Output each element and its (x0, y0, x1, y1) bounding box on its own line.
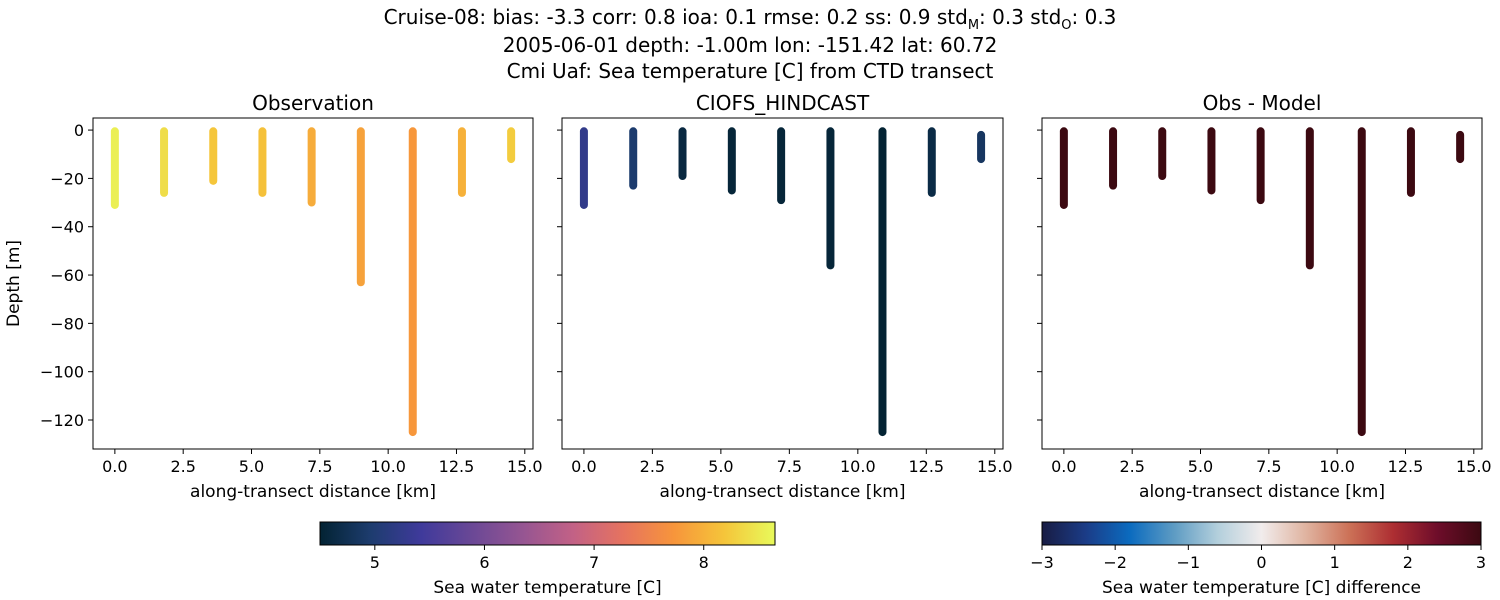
colorbar-tick-label: 8 (699, 553, 709, 572)
y-tick-label: 0 (74, 121, 84, 140)
axes-frame (92, 117, 534, 450)
panel-observation: Observation 0.0 2.5 5.0 7.5 10.0 12.5 15.0 along… (4, 91, 543, 502)
panel-title: CIOFS_HINDCAST (696, 91, 870, 115)
x-tick-label: 10.0 (840, 457, 876, 476)
colorbar-label: Sea water temperature [C] (433, 578, 661, 598)
panel-obs-minus-model: Obs - Model 0.0 2.5 5.0 7.5 10.0 12.5 15.0 along… (1037, 91, 1492, 502)
y-tick-label: −40 (50, 218, 84, 237)
colorbar-tick-label: 1 (1330, 553, 1340, 572)
colorbar-label: Sea water temperature [C] difference (1102, 578, 1421, 598)
panel-ciofs-hindcast: CIOFS_HINDCAST 0.0 2.5 5.0 7.5 10.0 12.5 15.0 al… (557, 91, 1013, 502)
colorbar-tick-label: 6 (479, 553, 489, 572)
x-tick-label: 2.5 (640, 457, 665, 476)
y-tick-label: −120 (40, 411, 84, 430)
colorbar-difference: −3 −2 −1 0 1 2 3 Sea water temperature [C] diff… (1030, 521, 1486, 598)
title-subscript: O (1061, 18, 1071, 33)
y-tick-label: −60 (50, 266, 84, 285)
x-axis-label: along-transect distance [km] (190, 482, 436, 502)
x-axis-label: along-transect distance [km] (1139, 482, 1385, 502)
x-tick-label: 5.0 (1188, 457, 1213, 476)
y-tick-label: −20 (50, 169, 84, 188)
x-tick-label: 7.5 (307, 457, 332, 476)
colorbar-tick-label: 0 (1256, 553, 1266, 572)
colorbar-temperature: 5 6 7 8 Sea water temperature [C] (319, 521, 776, 598)
x-tick-label: 12.5 (1388, 457, 1424, 476)
colorbar-tick-label: 5 (370, 553, 380, 572)
panel-title: Obs - Model (1203, 91, 1322, 115)
y-axis-label: Depth [m] (4, 240, 24, 327)
colorbar-tick-label: 3 (1476, 553, 1486, 572)
x-tick-label: 15.0 (977, 457, 1013, 476)
x-tick-label: 0.0 (1051, 457, 1076, 476)
colorbar-gradient (1041, 521, 1482, 546)
colorbar-tick-label: 7 (589, 553, 599, 572)
panel-title: Observation (252, 91, 374, 115)
x-tick-label: 15.0 (507, 457, 543, 476)
y-tick-label: −100 (40, 363, 84, 382)
x-tick-label: 5.0 (239, 457, 264, 476)
y-tick-label: −80 (50, 314, 84, 333)
x-tick-label: 15.0 (1456, 457, 1492, 476)
colorbar-tick-label: 2 (1403, 553, 1413, 572)
title-subscript: M (968, 18, 979, 33)
x-axis-label: along-transect distance [km] (660, 482, 906, 502)
figure-title-line-1: Cruise-08: bias: -3.3 corr: 0.8 ioa: 0.1… (384, 5, 1117, 33)
figure-title-line-2: 2005-06-01 depth: -1.00m lon: -151.42 la… (503, 33, 998, 57)
x-tick-label: 12.5 (439, 457, 475, 476)
colorbar-tick-label: −1 (1177, 553, 1201, 572)
x-tick-label: 5.0 (708, 457, 733, 476)
x-tick-label: 10.0 (1319, 457, 1355, 476)
axes-frame (1041, 117, 1483, 450)
x-tick-label: 12.5 (908, 457, 944, 476)
figure-title-line-3: Cmi Uaf: Sea temperature [C] from CTD tr… (507, 59, 994, 83)
x-tick-label: 2.5 (170, 457, 195, 476)
title-part: : 0.3 std (979, 5, 1061, 29)
colorbar-tick-label: −3 (1030, 553, 1054, 572)
x-tick-label: 0.0 (102, 457, 127, 476)
colorbar-tick-label: −2 (1103, 553, 1127, 572)
x-tick-label: 2.5 (1119, 457, 1144, 476)
colorbar-gradient (319, 521, 776, 546)
x-tick-label: 7.5 (1256, 457, 1281, 476)
title-part: : 0.3 (1072, 5, 1117, 29)
x-tick-label: 10.0 (370, 457, 406, 476)
title-part: Cruise-08: bias: -3.3 corr: 0.8 ioa: 0.1… (384, 5, 968, 29)
x-tick-label: 7.5 (777, 457, 802, 476)
axes-frame (561, 117, 1004, 450)
x-tick-label: 0.0 (571, 457, 596, 476)
